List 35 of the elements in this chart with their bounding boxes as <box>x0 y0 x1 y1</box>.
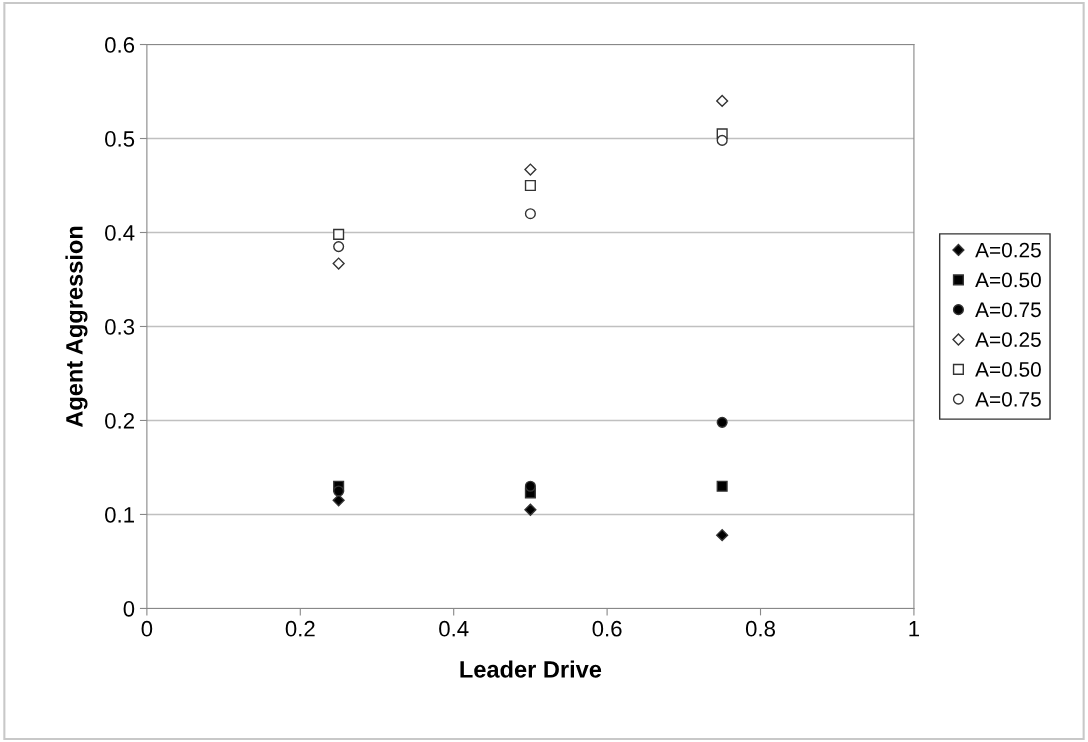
legend-label: A=0.25 <box>975 332 1041 347</box>
point <box>333 241 345 253</box>
legend-label: A=0.75 <box>975 302 1041 318</box>
point <box>333 228 345 240</box>
y-tick-label: 0.3 <box>105 319 135 335</box>
y-axis-title: Agent Aggression <box>65 226 88 428</box>
x-tick-label: 0.4 <box>439 620 469 637</box>
legend-label: A=0.25 <box>975 242 1041 258</box>
x-tick-label: 1 <box>909 621 920 637</box>
y-tick-label: 0.5 <box>105 131 135 147</box>
point <box>332 257 345 270</box>
y-tick-label: 0.4 <box>105 225 135 241</box>
legend-label: A=0.50 <box>975 272 1041 288</box>
point <box>716 94 729 108</box>
y-tick-label: 0.6 <box>105 37 135 53</box>
point <box>524 208 536 220</box>
x-tick-label: 0.2 <box>285 620 315 637</box>
point <box>716 134 728 146</box>
point <box>524 179 536 192</box>
legend-label: A=0.50 <box>975 362 1041 377</box>
point <box>716 480 728 492</box>
y-tick-label: 0.1 <box>105 506 134 523</box>
y-tick-label: 0.2 <box>105 413 134 429</box>
point <box>333 485 345 497</box>
point <box>716 529 729 542</box>
x-axis-title: Leader Drive <box>460 660 602 678</box>
point <box>716 416 728 428</box>
y-tick-label: 0 <box>123 600 135 617</box>
legend-label: A=0.75 <box>975 391 1041 407</box>
x-tick-label: 0 <box>141 620 153 637</box>
x-tick-label: 0.6 <box>592 620 622 637</box>
point <box>524 503 537 516</box>
point <box>524 480 536 492</box>
x-tick-label: 0.8 <box>745 620 775 637</box>
point <box>524 163 537 176</box>
